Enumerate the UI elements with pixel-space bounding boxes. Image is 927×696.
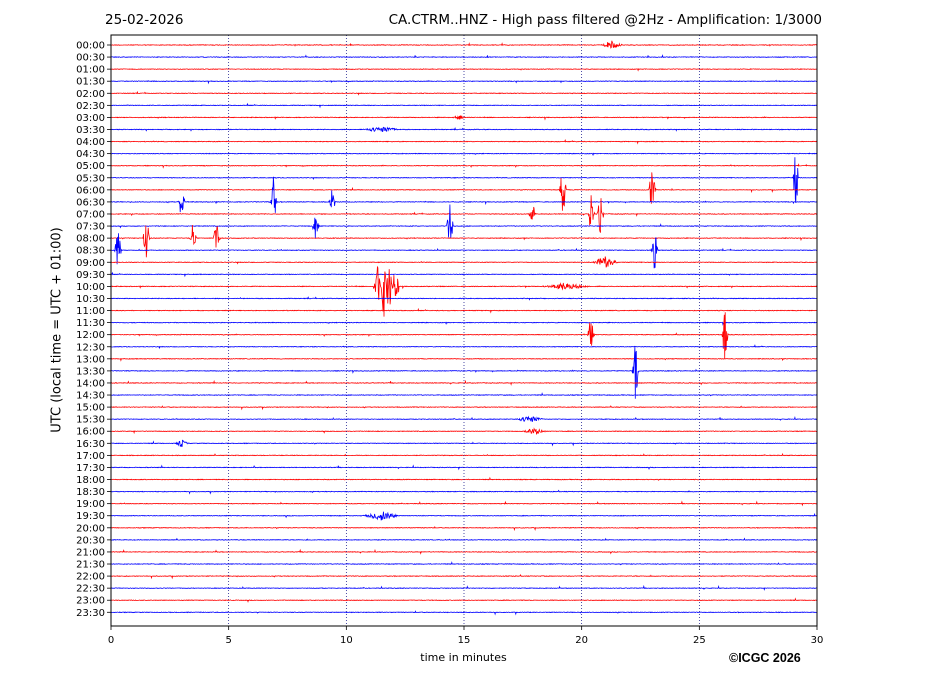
y-tick-label: 04:30 bbox=[76, 149, 105, 160]
y-tick-label: 16:30 bbox=[76, 439, 105, 450]
y-tick-label: 11:30 bbox=[76, 318, 105, 329]
y-tick-label: 04:00 bbox=[76, 137, 105, 148]
y-tick-label: 06:00 bbox=[76, 185, 105, 196]
y-tick-label: 03:30 bbox=[76, 125, 105, 136]
y-tick-label: 18:00 bbox=[76, 475, 105, 486]
trace-0800 bbox=[110, 224, 818, 258]
trace-0430 bbox=[110, 152, 818, 157]
trace-0930 bbox=[111, 271, 818, 278]
y-tick-label: 05:30 bbox=[76, 173, 105, 184]
y-tick-label: 15:00 bbox=[76, 403, 105, 414]
x-tick-label: 30 bbox=[811, 635, 824, 646]
x-tick-label: 20 bbox=[575, 635, 588, 646]
y-tick-label: 19:00 bbox=[76, 499, 105, 510]
x-tick-label: 10 bbox=[340, 635, 353, 646]
y-tick-label: 08:00 bbox=[76, 234, 105, 245]
copyright-label: ©ICGC 2026 bbox=[729, 651, 801, 665]
trace-0130 bbox=[110, 79, 818, 85]
y-tick-label: 11:00 bbox=[76, 306, 105, 317]
y-tick-group: 00:0000:3001:0001:3002:0002:3003:0003:30… bbox=[76, 41, 111, 619]
trace-1130 bbox=[110, 321, 817, 326]
y-tick-label: 23:30 bbox=[76, 608, 105, 619]
trace-0630 bbox=[110, 176, 818, 213]
y-tick-label: 21:00 bbox=[76, 547, 105, 558]
y-tick-label: 10:00 bbox=[76, 282, 105, 293]
y-tick-label: 21:30 bbox=[76, 560, 105, 571]
trace-1330 bbox=[111, 346, 818, 399]
grid-group bbox=[228, 35, 700, 626]
trace-2300 bbox=[110, 597, 818, 603]
y-tick-label: 10:30 bbox=[76, 294, 105, 305]
trace-1200 bbox=[110, 312, 818, 360]
plot-frame bbox=[110, 34, 818, 627]
date-label: 25-02-2026 bbox=[105, 12, 184, 28]
y-tick-label: 22:00 bbox=[76, 572, 105, 583]
y-tick-label: 03:00 bbox=[76, 113, 105, 124]
y-tick-label: 12:30 bbox=[76, 342, 105, 353]
y-tick-label: 17:00 bbox=[76, 451, 105, 462]
trace-0730 bbox=[110, 204, 818, 239]
x-axis-label: time in minutes bbox=[420, 651, 507, 664]
x-tick-label: 5 bbox=[225, 635, 231, 646]
trace-1230 bbox=[110, 344, 818, 350]
x-tick-group: 0 5 10 15 20 25 30 bbox=[108, 626, 824, 646]
trace-0830 bbox=[111, 233, 818, 269]
y-tick-label: 05:00 bbox=[76, 161, 105, 172]
x-tick-label: 25 bbox=[693, 635, 706, 646]
y-tick-label: 01:30 bbox=[76, 77, 105, 88]
trace-0900 bbox=[110, 256, 817, 268]
y-tick-label: 15:30 bbox=[76, 415, 105, 426]
y-tick-label: 14:00 bbox=[76, 378, 105, 389]
y-tick-label: 16:00 bbox=[76, 427, 105, 438]
y-tick-label: 13:30 bbox=[76, 366, 105, 377]
trace-1000 bbox=[110, 265, 818, 317]
trace-1030 bbox=[110, 296, 818, 301]
y-tick-label: 20:30 bbox=[76, 535, 105, 546]
y-axis-label: UTC (local time = UTC + 01:00) bbox=[49, 227, 65, 433]
trace-0230 bbox=[110, 102, 817, 109]
x-tick-label: 15 bbox=[458, 635, 471, 646]
y-tick-label: 22:30 bbox=[76, 584, 105, 595]
y-tick-label: 19:30 bbox=[76, 511, 105, 522]
trace-group bbox=[110, 40, 818, 616]
y-tick-label: 14:30 bbox=[76, 391, 105, 402]
x-tick-label: 0 bbox=[108, 635, 114, 646]
y-tick-label: 12:00 bbox=[76, 330, 105, 341]
y-tick-label: 07:30 bbox=[76, 222, 105, 233]
y-tick-label: 02:30 bbox=[76, 101, 105, 112]
y-tick-label: 07:00 bbox=[76, 209, 105, 220]
trace-0100 bbox=[110, 68, 818, 72]
trace-0700 bbox=[110, 195, 818, 233]
trace-0330 bbox=[111, 126, 818, 133]
y-tick-label: 00:30 bbox=[76, 53, 105, 64]
trace-0400 bbox=[110, 138, 818, 145]
y-tick-label: 01:00 bbox=[76, 65, 105, 76]
y-tick-label: 09:00 bbox=[76, 258, 105, 269]
y-tick-label: 18:30 bbox=[76, 487, 105, 498]
y-tick-label: 23:00 bbox=[76, 596, 105, 607]
y-tick-label: 17:30 bbox=[76, 463, 105, 474]
trace-1930 bbox=[110, 511, 818, 521]
y-tick-label: 02:00 bbox=[76, 89, 105, 100]
chart-title: CA.CTRM..HNZ - High pass filtered @2Hz -… bbox=[388, 12, 822, 28]
y-tick-label: 20:00 bbox=[76, 523, 105, 534]
y-tick-label: 06:30 bbox=[76, 197, 105, 208]
y-tick-label: 13:00 bbox=[76, 354, 105, 365]
trace-0530 bbox=[110, 157, 818, 203]
y-tick-label: 08:30 bbox=[76, 246, 105, 257]
y-tick-label: 09:30 bbox=[76, 270, 105, 281]
trace-0500 bbox=[110, 163, 818, 169]
y-tick-label: 00:00 bbox=[76, 41, 105, 52]
trace-1100 bbox=[110, 307, 818, 314]
trace-0600 bbox=[110, 172, 818, 211]
